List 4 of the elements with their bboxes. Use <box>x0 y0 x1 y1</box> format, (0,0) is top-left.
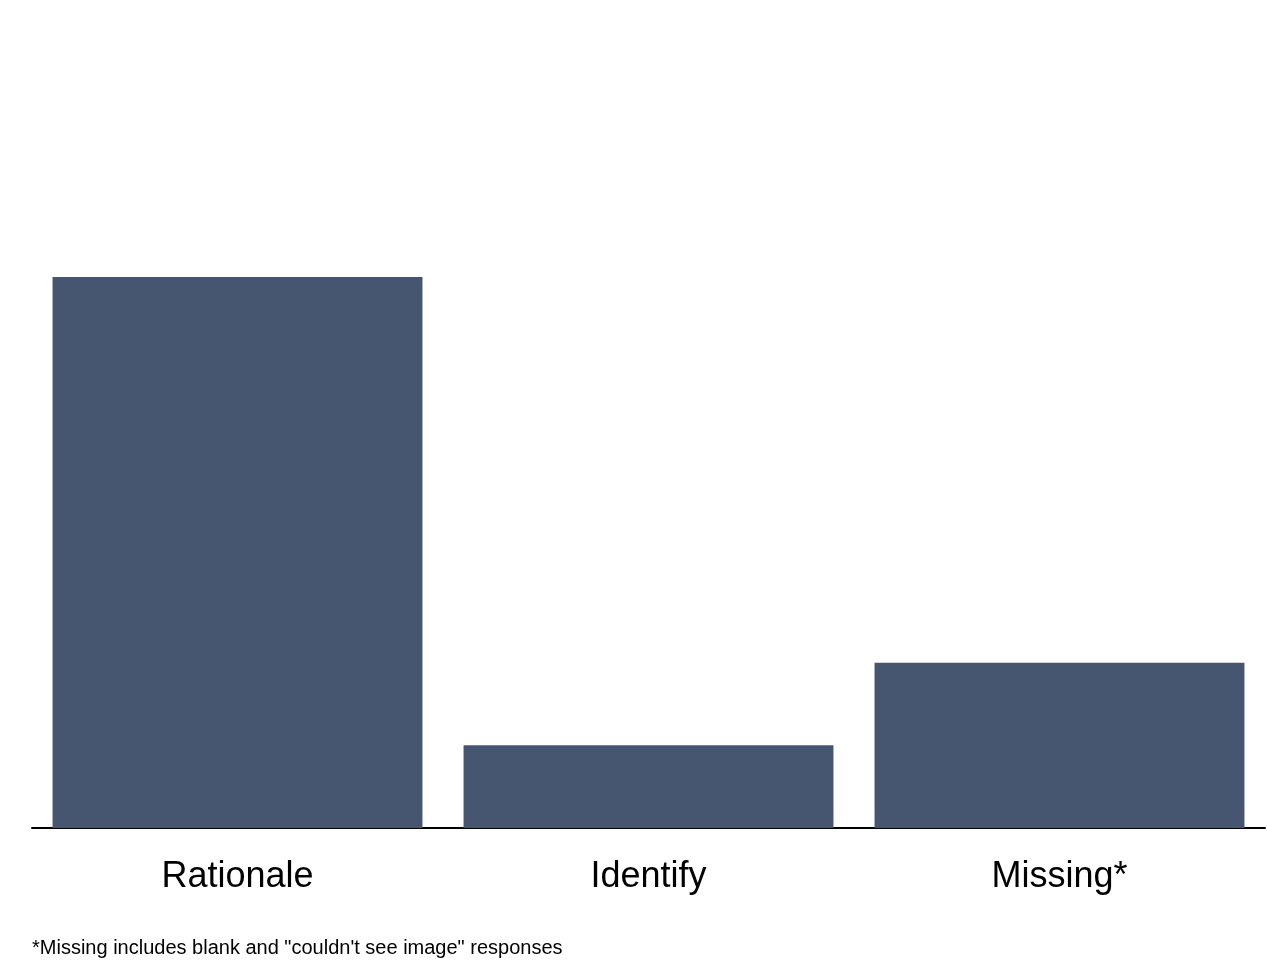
x-tick-label: Identify <box>590 853 707 895</box>
text: *Missing includes blank and "couldn't see image" responses <box>32 936 563 958</box>
x-tick-label: Rationale <box>161 853 314 895</box>
x-tick-label: Missing* <box>991 853 1128 895</box>
